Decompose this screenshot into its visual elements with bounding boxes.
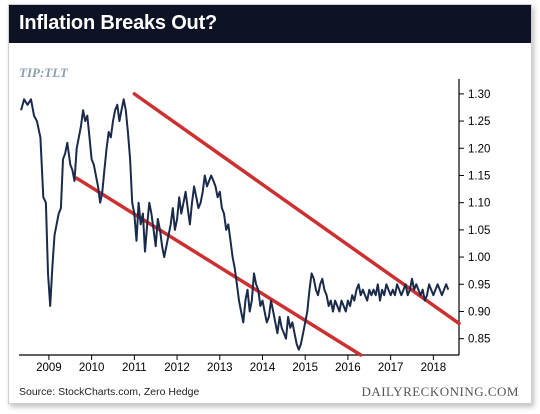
y-tick-label: 1.00 [468,252,490,264]
y-tick-label: 1.20 [468,143,490,155]
title-bar: Inflation Breaks Out? [9,5,531,43]
y-tick-label: 0.85 [468,334,490,346]
y-tick-label: 1.05 [468,225,490,237]
series-line [20,98,450,351]
x-tick-label: 2012 [164,362,190,374]
x-tick-label: 2018 [421,362,447,374]
brand-logo-text: DAILYRECKONING.COM [361,384,519,399]
x-tick-label: 2016 [335,362,361,374]
y-tick-label: 1.30 [468,89,490,101]
x-tick-label: 2013 [207,362,233,374]
y-tick-label: 0.95 [468,279,490,291]
y-tick-label: 1.25 [468,116,490,128]
y-tick-label: 1.10 [468,198,490,210]
x-tick-label: 2011 [122,362,147,374]
ticker-label: TIP:TLT [19,65,68,80]
x-tick-label: 2009 [36,362,62,374]
x-tick-label: 2017 [378,362,404,374]
y-tick-label: 1.15 [468,170,490,182]
chart-card: Inflation Breaks Out? TIP:TLT 1.30 1.25 1.… [8,4,532,404]
source-note: Source: StockCharts.com, Zero Hedge [19,386,200,398]
x-tick-label: 2010 [79,362,105,374]
y-tick-label: 0.90 [468,306,490,318]
line-chart: 1.30 1.25 1.20 1.15 1.10 1.05 1.00 0.95 0.90 0.85… [19,79,490,374]
x-tick-label: 2014 [250,362,276,374]
x-tick-label: 2015 [292,362,318,374]
chart-title: Inflation Breaks Out? [19,12,218,34]
channel-line [74,176,363,357]
